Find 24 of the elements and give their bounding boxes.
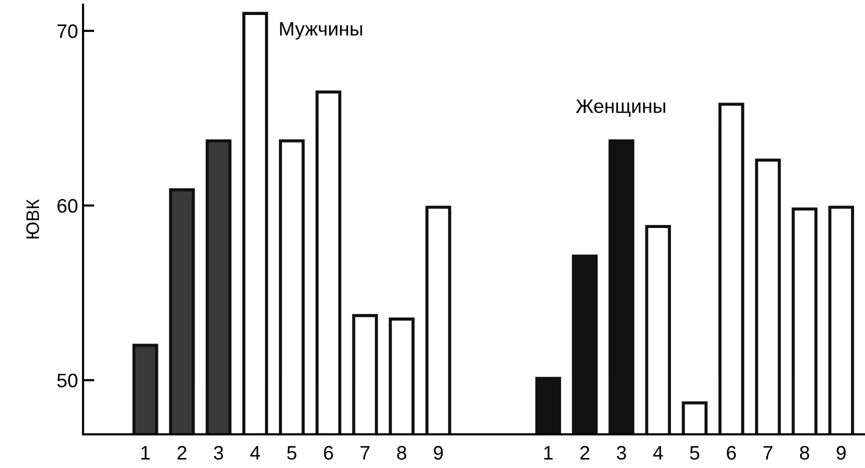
- annotation: Женщины: [576, 99, 666, 117]
- x-tick-label: 3: [214, 446, 224, 460]
- x-tick-label: 6: [726, 446, 736, 460]
- x-tick-label: 5: [690, 446, 700, 460]
- x-tick-label: 4: [653, 446, 663, 460]
- x-tick-label: 9: [836, 446, 846, 460]
- x-tick-label: 2: [178, 446, 186, 460]
- annotation: Мужчины: [280, 22, 362, 40]
- x-tick-label: 7: [764, 446, 772, 460]
- y-axis-title: ЮВК: [26, 199, 40, 238]
- y-tick-label: 50: [57, 374, 78, 388]
- x-tick-label: 1: [544, 446, 553, 460]
- x-tick-label: 8: [397, 446, 406, 460]
- x-tick-label: 1: [141, 446, 150, 460]
- y-tick-label: 60: [58, 198, 78, 213]
- y-tick-label: 70: [58, 24, 78, 38]
- x-tick-label: 6: [324, 446, 333, 460]
- x-tick-label: 7: [360, 446, 370, 460]
- x-tick-label: 2: [580, 446, 590, 460]
- x-tick-label: 4: [250, 446, 260, 460]
- x-tick-label: 5: [287, 446, 296, 460]
- x-tick-label: 9: [434, 446, 443, 460]
- x-tick-label: 8: [800, 446, 810, 460]
- x-tick-label: 3: [616, 446, 626, 460]
